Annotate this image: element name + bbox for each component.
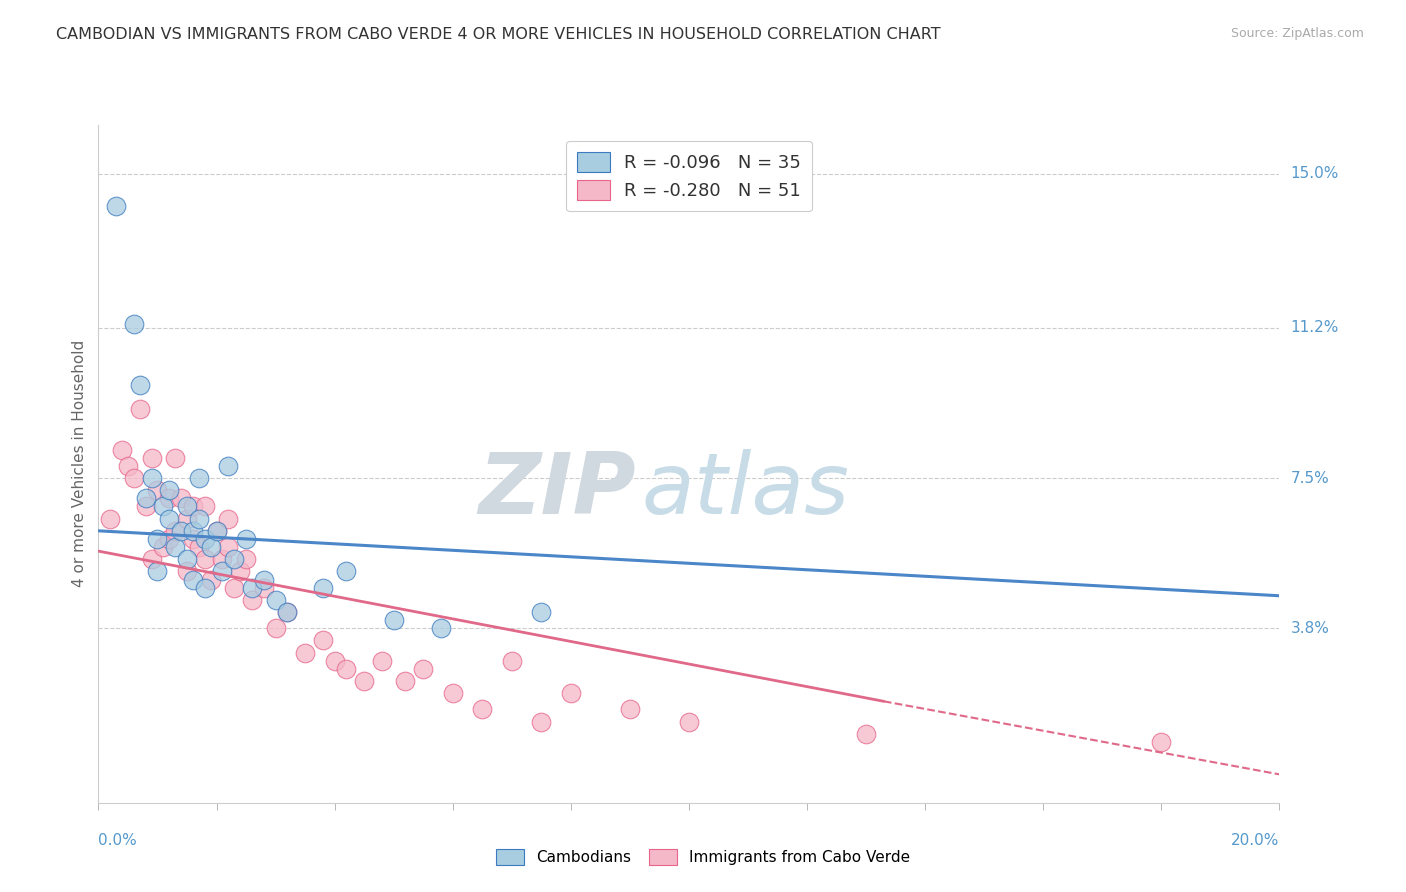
Point <box>382 613 405 627</box>
Point <box>98 511 121 525</box>
Text: ZIP: ZIP <box>478 450 636 533</box>
Point <box>170 524 193 538</box>
Point <box>111 442 134 457</box>
Point <box>224 581 246 595</box>
Point <box>560 686 582 700</box>
Point <box>181 573 204 587</box>
Point <box>312 581 335 595</box>
Point <box>205 524 228 538</box>
Point <box>471 702 494 716</box>
Legend: Cambodians, Immigrants from Cabo Verde: Cambodians, Immigrants from Cabo Verde <box>489 843 917 871</box>
Point <box>146 532 169 546</box>
Text: 11.2%: 11.2% <box>1291 320 1339 335</box>
Point <box>501 654 523 668</box>
Point <box>194 500 217 514</box>
Point <box>128 402 150 417</box>
Point <box>530 714 553 729</box>
Legend: R = -0.096   N = 35, R = -0.280   N = 51: R = -0.096 N = 35, R = -0.280 N = 51 <box>567 141 811 211</box>
Point <box>371 654 394 668</box>
Text: 0.0%: 0.0% <box>98 833 138 848</box>
Point <box>335 565 357 579</box>
Point <box>229 565 252 579</box>
Point <box>264 621 287 635</box>
Point <box>264 592 287 607</box>
Point <box>135 491 157 506</box>
Point <box>441 686 464 700</box>
Point <box>1150 735 1173 749</box>
Point <box>294 646 316 660</box>
Y-axis label: 4 or more Vehicles in Household: 4 or more Vehicles in Household <box>72 340 87 588</box>
Point <box>187 471 209 485</box>
Point <box>181 532 204 546</box>
Point <box>157 491 180 506</box>
Point <box>176 552 198 566</box>
Point <box>353 673 375 688</box>
Point <box>141 552 163 566</box>
Point <box>128 377 150 392</box>
Point <box>430 621 453 635</box>
Point <box>253 573 276 587</box>
Point <box>157 532 180 546</box>
Point <box>235 552 257 566</box>
Point <box>176 500 198 514</box>
Point <box>276 605 298 619</box>
Text: CAMBODIAN VS IMMIGRANTS FROM CABO VERDE 4 OR MORE VEHICLES IN HOUSEHOLD CORRELAT: CAMBODIAN VS IMMIGRANTS FROM CABO VERDE … <box>56 27 941 42</box>
Point <box>122 471 145 485</box>
Text: 7.5%: 7.5% <box>1291 471 1329 485</box>
Text: 20.0%: 20.0% <box>1232 833 1279 848</box>
Point <box>170 491 193 506</box>
Point <box>135 500 157 514</box>
Point <box>146 483 169 498</box>
Point <box>141 471 163 485</box>
Point <box>217 511 239 525</box>
Point <box>323 654 346 668</box>
Point <box>678 714 700 729</box>
Point <box>146 565 169 579</box>
Point <box>335 662 357 676</box>
Point <box>152 500 174 514</box>
Point <box>855 727 877 741</box>
Point <box>181 524 204 538</box>
Point <box>217 540 239 554</box>
Point <box>122 317 145 331</box>
Point <box>165 450 187 465</box>
Point <box>152 540 174 554</box>
Point <box>194 581 217 595</box>
Point <box>224 552 246 566</box>
Text: 3.8%: 3.8% <box>1291 621 1330 636</box>
Point <box>312 633 335 648</box>
Point <box>217 458 239 473</box>
Point <box>157 483 180 498</box>
Point <box>200 573 222 587</box>
Point <box>165 540 187 554</box>
Point <box>200 540 222 554</box>
Point <box>394 673 416 688</box>
Point <box>176 565 198 579</box>
Point <box>141 450 163 465</box>
Point <box>412 662 434 676</box>
Point <box>235 532 257 546</box>
Point <box>530 605 553 619</box>
Point <box>240 581 263 595</box>
Point <box>176 511 198 525</box>
Point <box>211 565 233 579</box>
Point <box>117 458 139 473</box>
Point <box>619 702 641 716</box>
Point <box>205 524 228 538</box>
Point <box>194 552 217 566</box>
Text: atlas: atlas <box>641 450 849 533</box>
Point <box>187 540 209 554</box>
Point <box>276 605 298 619</box>
Point <box>187 511 209 525</box>
Point <box>165 524 187 538</box>
Point <box>211 552 233 566</box>
Text: 15.0%: 15.0% <box>1291 166 1339 181</box>
Point <box>105 199 128 213</box>
Point <box>253 581 276 595</box>
Point <box>240 592 263 607</box>
Point <box>194 532 217 546</box>
Text: Source: ZipAtlas.com: Source: ZipAtlas.com <box>1230 27 1364 40</box>
Point <box>157 511 180 525</box>
Point <box>181 500 204 514</box>
